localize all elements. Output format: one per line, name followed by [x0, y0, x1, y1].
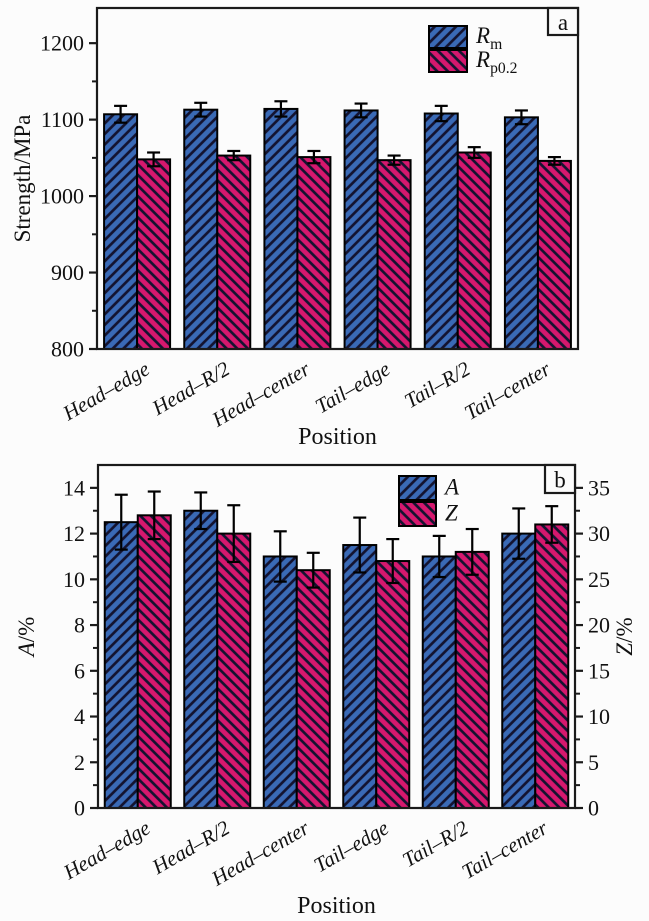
error-bar-A-2 [273, 530, 287, 583]
y-axis-title: A/% [14, 617, 39, 659]
category-label-0: Head–edge [59, 816, 155, 885]
tick-label: 8 [74, 613, 85, 638]
category-label-5: Tail–center [460, 356, 555, 425]
error-bar-Rp0.2-3 [387, 154, 401, 166]
bar-A-0 [103, 521, 139, 810]
chart-panel-b: 0246810121405101520253035Head–edgeHead–R… [14, 463, 637, 919]
tick-label: 15 [588, 658, 610, 683]
error-bar-A-1 [194, 491, 208, 531]
tick-label: 6 [74, 658, 85, 683]
tick-label: 35 [588, 475, 610, 500]
tick-label: 14 [63, 475, 85, 500]
bar-Rp0.2-0 [136, 158, 172, 350]
legend-swatch-Z [398, 501, 437, 527]
bar-Z-4 [454, 550, 490, 809]
x-axis-title: Position [297, 893, 376, 919]
tick-label: 900 [51, 260, 84, 285]
tick-label: 0 [588, 796, 599, 821]
bar-Rm-3 [343, 109, 379, 350]
tick-label: 4 [74, 704, 85, 729]
bar-Rm-5 [503, 116, 539, 351]
bar-Rp0.2-5 [536, 159, 572, 350]
bar-Rm-0 [103, 113, 139, 350]
category-label-3: Tail–edge [310, 816, 393, 878]
category-label-0: Head–edge [58, 357, 154, 426]
bar-A-2 [262, 555, 298, 810]
bar-Rm-4 [423, 112, 459, 350]
y2-axis-title: Z/% [612, 617, 637, 655]
legend-label-Rm: Rm [475, 23, 502, 53]
bar-Z-1 [216, 532, 252, 809]
category-label-5: Tail–center [458, 815, 553, 884]
tick-label: 1200 [40, 31, 84, 56]
error-bar-Rm-2 [274, 100, 288, 118]
tick-label: 30 [588, 521, 610, 546]
error-bar-Rm-1 [194, 101, 208, 118]
error-bar-Rp0.2-4 [467, 146, 481, 159]
tick-label: 5 [588, 750, 599, 775]
tick-label: 0 [74, 796, 85, 821]
legend-label-A: A [443, 475, 460, 500]
error-bar-Rp0.2-1 [227, 149, 241, 162]
error-bar-Z-0 [147, 490, 161, 541]
bar-A-4 [421, 555, 457, 810]
panel-letter-box [546, 6, 580, 37]
error-bar-Rm-3 [354, 102, 368, 119]
bar-Rm-1 [183, 108, 219, 350]
category-label-3: Tail–edge [311, 357, 394, 419]
tick-label: 2 [74, 750, 85, 775]
tick-label: 1100 [41, 107, 84, 132]
error-bar-Rm-0 [114, 104, 128, 124]
bar-Z-5 [534, 523, 570, 809]
error-bar-A-5 [512, 507, 526, 560]
legend-label-Rp0.2: Rp0.2 [475, 47, 517, 77]
error-bar-Rp0.2-2 [307, 149, 321, 165]
legend-label-Z: Z [445, 501, 458, 526]
tick-label: 12 [63, 521, 85, 546]
error-bar-A-0 [114, 493, 128, 551]
panel-letter: a [558, 10, 568, 35]
error-bar-Z-3 [386, 537, 400, 585]
error-bar-A-3 [353, 516, 367, 574]
tick-label: 25 [588, 567, 610, 592]
bar-Z-0 [136, 514, 172, 809]
tick-label: 20 [588, 613, 610, 638]
panel-letter: b [554, 468, 566, 493]
error-bar-Z-5 [545, 505, 559, 544]
bar-Rp0.2-4 [456, 151, 492, 350]
bar-Rp0.2-1 [216, 154, 252, 350]
bar-A-5 [501, 532, 537, 809]
error-bar-A-4 [432, 534, 446, 579]
error-bar-Rp0.2-5 [547, 155, 561, 166]
plot-border [96, 463, 577, 810]
bar-A-1 [183, 509, 219, 809]
panel-letter-box [543, 463, 577, 495]
error-bar-Z-2 [306, 551, 320, 589]
y-axis-title: Strength/MPa [10, 115, 35, 243]
bar-Rm-2 [263, 107, 299, 350]
bar-A-3 [342, 544, 378, 810]
error-bar-Z-4 [465, 527, 479, 576]
x-axis-title: Position [298, 424, 377, 450]
tick-label: 10 [588, 704, 610, 729]
error-bar-Z-1 [227, 504, 241, 564]
legend-swatch-Rp0.2 [428, 49, 468, 73]
error-bar-Rp0.2-0 [147, 151, 161, 168]
bar-Rp0.2-3 [376, 159, 412, 350]
tick-label: 1000 [40, 184, 84, 209]
plot-border [95, 6, 580, 351]
error-bar-Rm-4 [434, 104, 448, 123]
legend-swatch-A [398, 475, 437, 501]
legend-swatch-Rm [428, 25, 468, 49]
bar-Rp0.2-2 [296, 156, 332, 350]
tick-label: 800 [51, 337, 84, 362]
tick-label: 10 [63, 567, 85, 592]
chart-panel-a: 800900100011001200Head–edgeHead–R/2Head–… [10, 6, 580, 450]
bar-Z-2 [295, 569, 331, 810]
bar-Z-3 [375, 560, 411, 810]
error-bar-Rm-5 [514, 109, 528, 126]
